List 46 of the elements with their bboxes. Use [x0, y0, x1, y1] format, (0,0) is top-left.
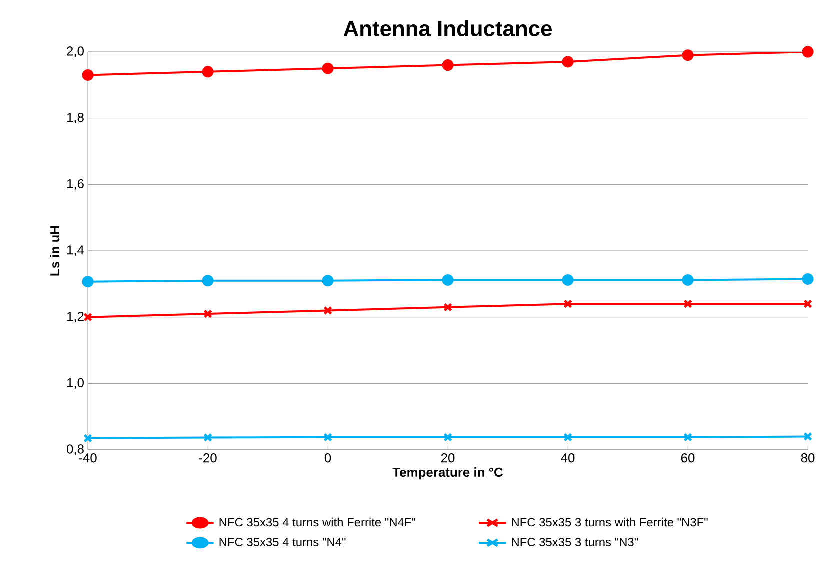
point	[324, 432, 332, 442]
y-tick-label: 1,0	[67, 378, 84, 390]
legend-label: NFC 35x35 4 turns "N4"	[220, 538, 346, 546]
chart-title: Antenna Inductance	[344, 20, 552, 37]
y-tick-label: 2,0	[67, 46, 84, 58]
point	[682, 274, 694, 286]
point	[802, 46, 814, 58]
point	[202, 275, 214, 287]
y-tick-label: 1,6	[67, 179, 84, 190]
point	[804, 300, 812, 309]
point	[322, 275, 334, 287]
point	[682, 50, 694, 62]
point	[82, 276, 94, 288]
legend-label: NFC 35x35 4 turns with Ferrite "N4F"	[220, 518, 416, 527]
point	[442, 60, 454, 72]
x-tick-label: 0	[324, 454, 332, 463]
point	[684, 432, 692, 442]
x-tick-label: -40	[79, 454, 97, 463]
y-axis-title: Ls in uH	[50, 226, 60, 276]
point	[442, 274, 454, 286]
x-tick-label: -20	[199, 454, 217, 463]
point	[564, 432, 572, 442]
x-tick-label: 80	[801, 454, 815, 463]
x-tick-label: 20	[441, 454, 455, 463]
legend-label: NFC 35x35 3 turns with Ferrite "N3F"	[512, 518, 708, 527]
point	[204, 433, 212, 442]
point	[562, 56, 574, 68]
point	[324, 306, 332, 316]
point	[564, 300, 572, 309]
legend-label: NFC 35x35 3 turns "N3"	[512, 538, 638, 546]
point	[322, 62, 334, 74]
x-tick-label: 40	[561, 454, 575, 463]
point	[802, 273, 814, 285]
x-tick-label: 60	[681, 454, 695, 463]
x-axis-title: Temperature in °C	[392, 468, 504, 480]
point	[562, 274, 574, 286]
y-tick-label: 1,8	[67, 112, 84, 124]
point	[444, 302, 452, 312]
point	[444, 432, 452, 442]
y-tick-label: 1,4	[67, 246, 84, 256]
point	[82, 69, 94, 81]
y-tick-label: 0,8	[66, 444, 84, 456]
point	[204, 310, 212, 318]
y-tick-label: 1,2	[67, 312, 84, 323]
point	[684, 300, 692, 309]
point	[202, 66, 214, 78]
